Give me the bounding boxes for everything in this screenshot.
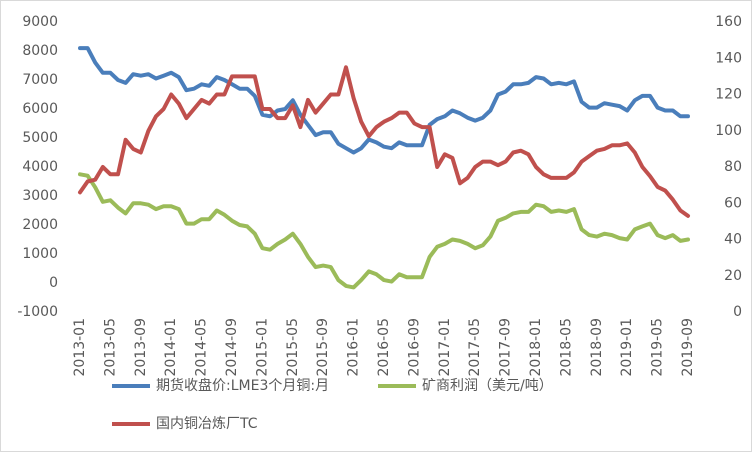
y-tick-label: 0	[49, 275, 58, 291]
x-tick-label: 2018-01	[528, 318, 544, 377]
y2-tick-label: 140	[715, 50, 742, 66]
x-tick-label: 2013-05	[102, 318, 118, 377]
x-tick-label: 2017-05	[467, 318, 483, 377]
x-tick-label: 2015-09	[315, 318, 331, 377]
y2-tick-label: 20	[724, 268, 742, 284]
y2-tick-label: 60	[724, 195, 742, 211]
x-tick-label: 2016-01	[346, 318, 362, 377]
y-tick-label: 8000	[22, 43, 58, 59]
y-tick-label: 9000	[22, 14, 58, 30]
x-tick-label: 2014-05	[194, 318, 210, 377]
y2-tick-label: 40	[724, 232, 742, 248]
x-tick-label: 2018-09	[589, 318, 605, 377]
legend-label: 国内铜冶炼厂TC	[156, 416, 258, 432]
y-tick-label: 4000	[22, 159, 58, 175]
line-series	[78, 65, 690, 218]
y2-tick-label: 100	[715, 123, 742, 139]
x-tick-label: 2017-09	[498, 318, 514, 377]
y-tick-label: 1000	[22, 246, 58, 262]
line-series	[78, 172, 690, 290]
x-tick-label: 2018-05	[558, 318, 574, 377]
y-tick-label: 3000	[22, 188, 58, 204]
x-tick-label: 2014-09	[224, 318, 240, 377]
y-tick-label: 2000	[22, 217, 58, 233]
y-tick-label: -1000	[17, 304, 58, 320]
x-tick-label: 2013-09	[133, 318, 149, 377]
y-tick-label: 7000	[22, 72, 58, 88]
y-tick-label: 5000	[22, 130, 58, 146]
y2-tick-label: 80	[724, 159, 742, 175]
x-tick-label: 2019-09	[680, 318, 696, 377]
y-tick-label: 6000	[22, 101, 58, 117]
x-tick-label: 2015-01	[254, 318, 270, 377]
line-series	[78, 46, 690, 155]
y2-tick-label: 160	[715, 14, 742, 30]
y2-tick-label: 0	[733, 304, 742, 320]
x-tick-label: 2019-05	[650, 318, 666, 377]
x-tick-label: 2013-01	[72, 318, 88, 377]
legend-label: 矿商利润（美元/吨）	[422, 378, 553, 394]
x-tick-label: 2017-01	[437, 318, 453, 377]
y2-tick-label: 120	[715, 87, 742, 103]
x-tick-label: 2016-05	[376, 318, 392, 377]
x-tick-label: 2019-01	[619, 318, 635, 377]
x-tick-label: 2016-09	[406, 318, 422, 377]
legend-label: 期货收盘价:LME3个月铜:月	[156, 377, 329, 394]
x-tick-label: 2015-05	[285, 318, 301, 377]
x-tick-label: 2014-01	[163, 318, 179, 377]
